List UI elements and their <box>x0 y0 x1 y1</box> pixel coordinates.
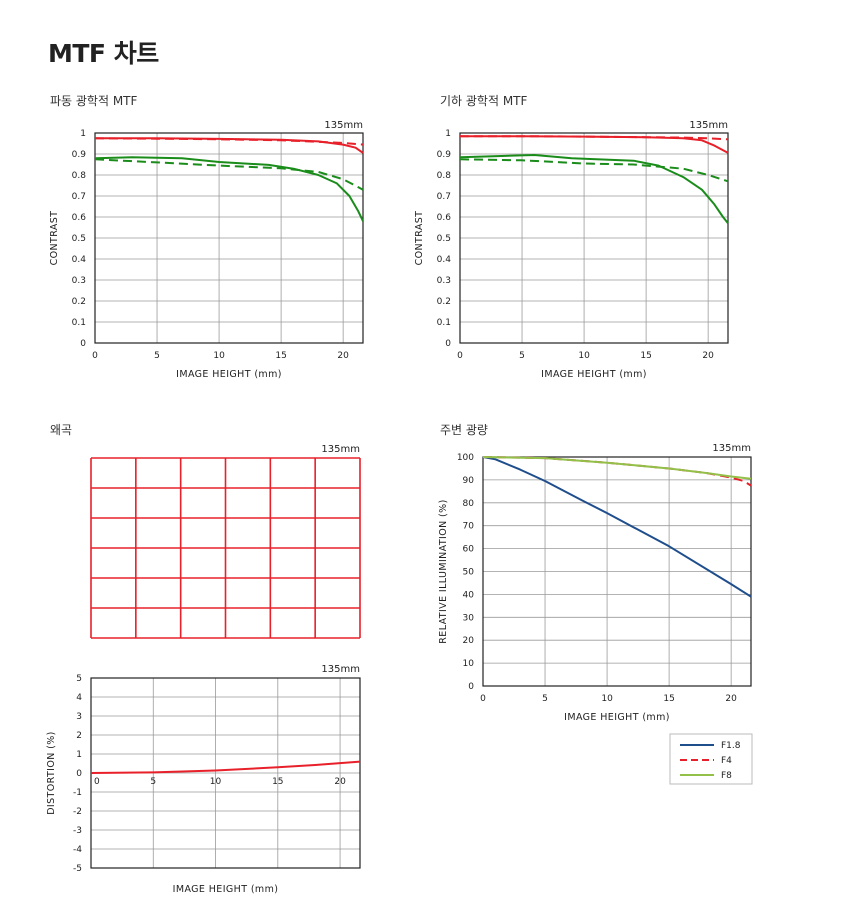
y-tick-label: 0.8 <box>437 171 452 181</box>
y-axis-label: CONTRAST <box>414 211 425 266</box>
series-line-red-solid <box>90 760 361 774</box>
y-tick-label: 4 <box>76 693 82 703</box>
section-title-vignetting: 주변 광량 <box>440 423 488 437</box>
y-tick-label: 5 <box>76 674 82 684</box>
x-tick-label: 0 <box>457 351 463 361</box>
y-tick-label: -4 <box>73 845 82 855</box>
x-tick-label: 5 <box>542 694 548 704</box>
y-tick-label: 2 <box>76 731 82 741</box>
y-axis-label: DISTORTION (%) <box>46 731 57 815</box>
x-tick-label: 0 <box>94 777 100 787</box>
y-tick-label: 0.3 <box>72 276 86 286</box>
section-title-mtf-diffraction: 파동 광학적 MTF <box>50 94 138 108</box>
x-tick-label: 10 <box>578 351 590 361</box>
y-tick-label: 0.9 <box>437 150 452 160</box>
lens-focal-label: 135mm <box>321 444 360 455</box>
series-line-green-solid <box>459 154 729 224</box>
y-tick-label: 0.7 <box>72 192 86 202</box>
plot-frame <box>94 132 364 344</box>
y-tick-label: -3 <box>73 826 82 836</box>
x-tick-label: 5 <box>154 351 160 361</box>
y-tick-label: 100 <box>457 453 474 463</box>
y-tick-label: 20 <box>463 636 475 646</box>
series-line-red-dashed <box>460 135 729 141</box>
legend-label-f8: F8 <box>721 771 732 781</box>
x-tick-label: 0 <box>480 694 486 704</box>
x-tick-label: 10 <box>601 694 613 704</box>
x-axis-label: IMAGE HEIGHT (mm) <box>541 369 647 380</box>
x-tick-label: 20 <box>334 777 346 787</box>
y-tick-label: 0.6 <box>437 213 452 223</box>
lens-focal-label: 135mm <box>689 120 728 131</box>
y-tick-label: 60 <box>463 545 475 555</box>
y-tick-label: 0 <box>445 339 451 349</box>
y-tick-label: 0.1 <box>72 318 86 328</box>
plot-frame <box>482 456 752 687</box>
y-tick-label: 0.6 <box>72 213 87 223</box>
x-tick-label: 10 <box>213 351 225 361</box>
y-tick-label: 50 <box>463 568 475 578</box>
y-tick-label: 30 <box>463 613 475 623</box>
y-tick-label: -5 <box>73 864 82 874</box>
lens-focal-label: 135mm <box>321 664 360 675</box>
y-tick-label: 0.4 <box>72 255 87 265</box>
x-axis-label: IMAGE HEIGHT (mm) <box>564 712 670 723</box>
legend-label-f18: F1.8 <box>721 741 741 751</box>
x-tick-label: 0 <box>92 351 98 361</box>
series-line-red-dashed <box>94 137 364 146</box>
y-tick-label: 0 <box>80 339 86 349</box>
y-tick-label: 0.2 <box>437 297 451 307</box>
series-line-green-dashed <box>94 158 364 191</box>
y-tick-label: 0 <box>76 769 82 779</box>
x-tick-label: 15 <box>640 351 651 361</box>
y-tick-label: 0.9 <box>72 150 87 160</box>
x-tick-label: 20 <box>702 351 714 361</box>
y-tick-label: 0 <box>468 682 474 692</box>
y-tick-label: 1 <box>445 129 451 139</box>
y-tick-label: 3 <box>76 712 82 722</box>
x-tick-label: 15 <box>275 351 286 361</box>
series-line-green-dashed <box>459 158 729 183</box>
y-tick-label: 0.2 <box>72 297 86 307</box>
y-axis-label: RELATIVE ILLUMINATION (%) <box>438 499 449 643</box>
y-tick-label: 0.3 <box>437 276 451 286</box>
x-axis-label: IMAGE HEIGHT (mm) <box>173 884 279 895</box>
y-tick-label: 90 <box>463 476 475 486</box>
y-tick-label: 0.7 <box>437 192 451 202</box>
y-axis-label: CONTRAST <box>49 211 60 266</box>
x-tick-label: 15 <box>272 777 283 787</box>
section-title-mtf-geometric: 기하 광학적 MTF <box>440 94 528 108</box>
legend-label-f4: F4 <box>721 756 732 766</box>
y-tick-label: -1 <box>73 788 82 798</box>
x-tick-label: 20 <box>337 351 349 361</box>
x-tick-label: 15 <box>663 694 674 704</box>
series-line-f8 <box>482 456 752 480</box>
series-line-f18 <box>482 456 752 598</box>
y-tick-label: 10 <box>463 659 475 669</box>
y-tick-label: 40 <box>463 590 475 600</box>
x-tick-label: 5 <box>150 777 156 787</box>
y-tick-label: -2 <box>73 807 82 817</box>
x-tick-label: 20 <box>725 694 737 704</box>
y-tick-label: 0.4 <box>437 255 452 265</box>
y-tick-label: 0.8 <box>72 171 87 181</box>
y-tick-label: 0.5 <box>437 234 451 244</box>
y-tick-label: 70 <box>463 522 475 532</box>
y-tick-label: 0.5 <box>72 234 86 244</box>
x-tick-label: 10 <box>210 777 222 787</box>
x-tick-label: 5 <box>519 351 525 361</box>
page-title: MTF 차트 <box>48 39 159 68</box>
x-axis-label: IMAGE HEIGHT (mm) <box>176 369 282 380</box>
plot-frame <box>459 132 729 344</box>
series-line-red-solid <box>95 137 364 154</box>
y-tick-label: 80 <box>463 499 475 509</box>
section-title-distortion: 왜곡 <box>50 423 73 437</box>
y-tick-label: 1 <box>76 750 82 760</box>
y-tick-label: 1 <box>80 129 86 139</box>
lens-focal-label: 135mm <box>712 443 751 454</box>
y-tick-label: 0.1 <box>437 318 451 328</box>
lens-focal-label: 135mm <box>324 120 363 131</box>
